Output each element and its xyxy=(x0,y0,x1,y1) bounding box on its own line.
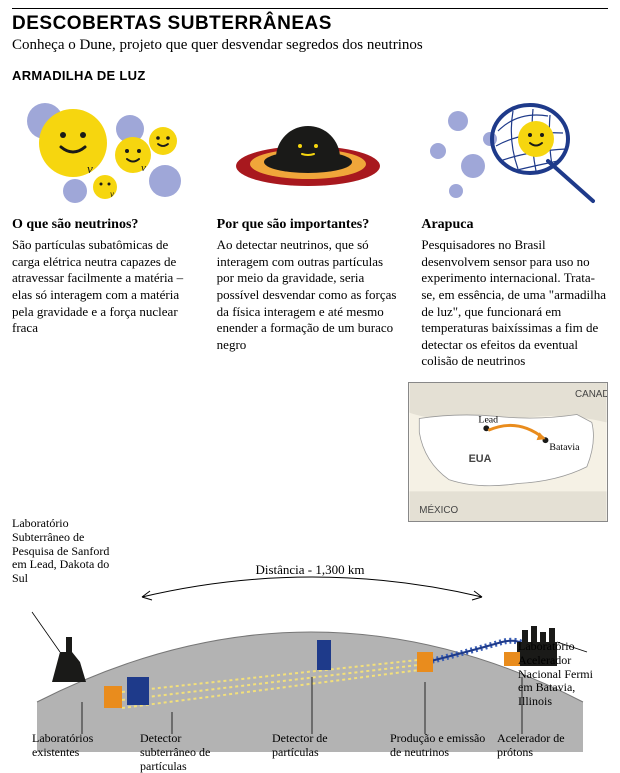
bottom-label-5: Acelerador de prótons xyxy=(497,732,587,760)
bottom-label-3: Detector de partículas xyxy=(272,732,372,760)
svg-text:ν: ν xyxy=(110,189,114,199)
svg-text:ν: ν xyxy=(141,162,146,174)
col-body: São partículas subatômicas de carga elét… xyxy=(12,237,199,337)
col-title: Por que são importantes? xyxy=(217,217,404,233)
col-1: O que são neutrinos? São partículas suba… xyxy=(12,217,199,370)
left-lab-label: Laboratório Subterrâneo de Pesquisa de S… xyxy=(12,517,122,586)
canada-label: CANADÁ xyxy=(575,389,608,400)
col-3: Arapuca Pesquisadores no Brasil desenvol… xyxy=(421,217,608,370)
col-2: Por que são importantes? Ao detectar neu… xyxy=(217,217,404,370)
svg-text:ν: ν xyxy=(87,161,93,176)
bottom-label-1: Laboratórios existentes xyxy=(32,732,122,760)
text-columns: O que são neutrinos? São partículas suba… xyxy=(12,217,608,370)
neutrinos-icon: ν ν ν xyxy=(12,91,197,211)
bottom-label-4: Produção e emissão de neutrinos xyxy=(390,732,490,760)
col-body: Ao detectar neutrinos, que só interagem … xyxy=(217,237,404,353)
blackhole-icon xyxy=(215,91,400,211)
bottom-label-2: Detector subterrâneo de partículas xyxy=(140,732,240,773)
top-rule xyxy=(12,8,608,9)
svg-text:Batavia: Batavia xyxy=(549,442,580,453)
section-label: ARMADILHA DE LUZ xyxy=(12,68,608,83)
page-subtitle: Conheça o Dune, projeto que quer desvend… xyxy=(12,37,608,54)
icon-row: ν ν ν xyxy=(12,91,608,211)
col-title: O que são neutrinos? xyxy=(12,217,199,233)
cross-section-diagram: Distância - 1,300 km xyxy=(12,502,608,762)
col-title: Arapuca xyxy=(421,217,608,233)
col-body: Pesquisadores no Brasil desenvolvem sens… xyxy=(421,237,608,370)
svg-text:EUA: EUA xyxy=(469,453,492,465)
net-icon xyxy=(418,91,608,211)
usa-map: CANADÁ EUA MÉXICO Lead Batavia xyxy=(408,382,608,522)
distance-label: Distância - 1,300 km xyxy=(255,562,364,577)
svg-text:Lead: Lead xyxy=(478,414,498,425)
page-title: DESCOBERTAS SUBTERRÂNEAS xyxy=(12,13,608,35)
right-lab-label: Laboratório Acelerador Nacional Fermi em… xyxy=(518,640,608,709)
